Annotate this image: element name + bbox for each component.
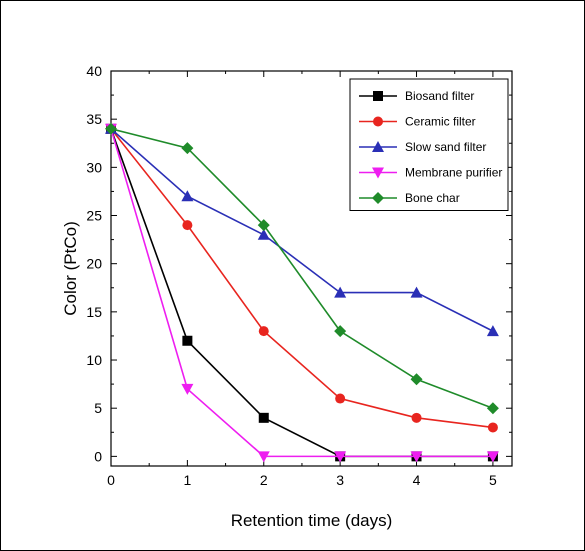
legend-item: Membrane purifier <box>359 166 502 180</box>
series-ceramic-filter <box>106 123 498 433</box>
plot-area <box>105 70 513 467</box>
legend-marker <box>372 141 384 152</box>
legend-label: Bone char <box>405 191 460 205</box>
x-tick-label: 5 <box>489 472 497 488</box>
axes-box <box>110 70 513 467</box>
data-point <box>334 286 347 298</box>
data-point <box>410 286 423 298</box>
legend-marker <box>373 91 383 101</box>
data-point <box>411 412 422 423</box>
x-tick-label: 2 <box>260 472 268 488</box>
series-line <box>110 128 494 332</box>
data-point <box>181 190 194 202</box>
data-point <box>410 373 423 386</box>
data-point <box>487 422 498 433</box>
data-point <box>334 325 347 338</box>
series-line <box>110 128 493 458</box>
data-point <box>181 142 194 155</box>
data-point <box>257 228 270 240</box>
legend-label: Membrane purifier <box>405 166 502 180</box>
data-point <box>410 451 423 463</box>
legend-label: Ceramic filter <box>405 115 476 129</box>
data-point <box>486 325 499 337</box>
data-point <box>181 383 194 395</box>
legend-label: Biosand filter <box>405 89 474 103</box>
x-axis-title: Retention time (days) <box>231 511 393 530</box>
legend-item: Biosand filter <box>359 89 474 103</box>
legend-label: Slow sand filter <box>405 140 486 154</box>
y-tick-label: 0 <box>94 448 102 464</box>
data-point <box>182 220 193 231</box>
y-tick-label: 30 <box>86 159 102 175</box>
series-bone-char <box>105 122 499 415</box>
legend: Biosand filter Ceramic filter Slow sand fi… <box>349 78 509 211</box>
legend-marker <box>372 167 384 179</box>
y-tick-label: 25 <box>86 208 102 224</box>
data-point <box>257 219 270 232</box>
legend-marker <box>372 192 384 204</box>
data-point <box>105 122 117 135</box>
series-line <box>110 128 494 409</box>
x-tick-label: 4 <box>413 472 421 488</box>
y-tick-label: 15 <box>86 304 102 320</box>
data-point <box>258 326 269 337</box>
y-tick-label: 35 <box>86 111 102 127</box>
legend-marker <box>373 116 383 127</box>
legend-item: Ceramic filter <box>359 115 476 129</box>
y-tick-label: 20 <box>86 256 102 272</box>
legend-item: Slow sand filter <box>359 140 486 154</box>
data-point <box>486 402 499 415</box>
x-tick-label: 3 <box>336 472 344 488</box>
x-tick-label: 1 <box>183 472 191 488</box>
data-point <box>486 451 499 463</box>
x-tick-labels: 0 1 2 3 4 5 <box>107 472 497 488</box>
data-point <box>258 412 269 423</box>
y-axis-title: Color (PtCo) <box>61 221 80 315</box>
series-layer <box>105 122 499 463</box>
data-point <box>334 451 347 463</box>
data-point <box>257 451 270 463</box>
y-tick-labels: 0 5 10 15 20 25 30 35 40 <box>86 63 102 464</box>
y-tick-label: 5 <box>94 400 102 416</box>
y-tick-label: 10 <box>86 352 102 368</box>
y-tick-label: 40 <box>86 63 102 79</box>
data-point <box>182 335 193 346</box>
x-tick-label: 0 <box>107 472 115 488</box>
data-point <box>335 393 346 404</box>
series-line <box>110 128 494 429</box>
legend-item: Bone char <box>359 191 460 205</box>
axis-ticks <box>110 70 512 466</box>
